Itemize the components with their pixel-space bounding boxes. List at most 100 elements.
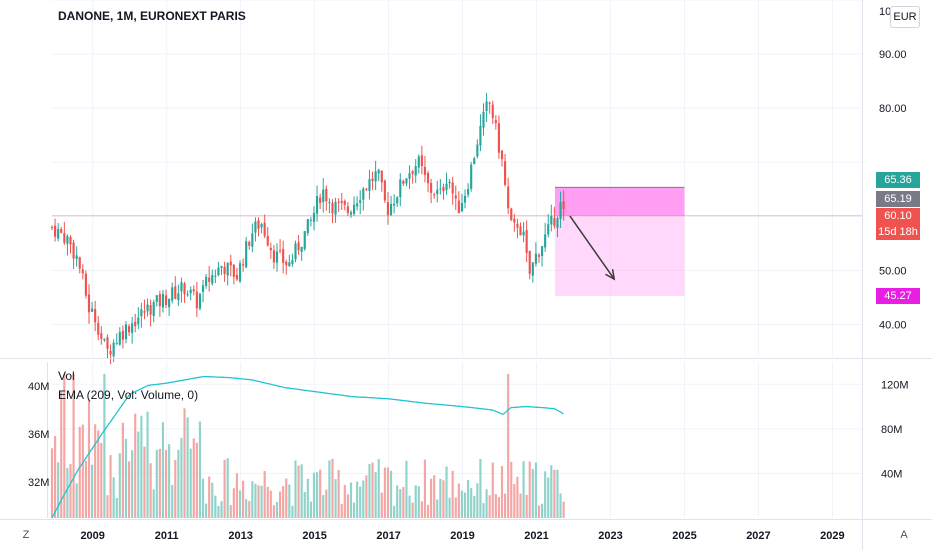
candle-body xyxy=(559,202,562,220)
volume-bar xyxy=(266,486,269,518)
candle-body xyxy=(158,294,161,307)
volume-bars xyxy=(50,374,565,518)
time-tick-label: 2021 xyxy=(524,530,548,542)
volume-bar xyxy=(220,501,223,518)
currency-button[interactable]: EUR xyxy=(890,6,920,28)
candlestick-series xyxy=(50,92,565,365)
candle-body xyxy=(396,197,399,204)
candle-body xyxy=(211,275,214,284)
volume-bar xyxy=(223,459,226,518)
candle-body xyxy=(519,226,522,236)
volume-bar xyxy=(430,478,433,518)
volume-bar xyxy=(248,501,251,518)
volume-bar xyxy=(171,484,174,518)
candle-body xyxy=(430,182,433,193)
candle-body xyxy=(245,241,248,268)
volume-bar xyxy=(343,484,346,518)
volume-bar xyxy=(106,495,109,518)
volume-right-tick-label: 40M xyxy=(881,468,902,480)
candle-body xyxy=(269,247,272,251)
candle-body xyxy=(399,179,402,198)
candle-body xyxy=(356,203,359,207)
volume-bar xyxy=(423,459,427,518)
candle-body xyxy=(328,202,331,204)
volume-bar xyxy=(420,501,423,518)
volume-bar xyxy=(164,449,168,518)
candle-body xyxy=(124,324,128,340)
volume-bar xyxy=(497,497,500,518)
candle-body xyxy=(377,169,380,174)
candle-body xyxy=(374,171,377,182)
volume-bar xyxy=(115,498,118,518)
price-tick-label: 40.00 xyxy=(879,320,907,332)
volume-bar xyxy=(448,497,451,518)
candle-body xyxy=(343,200,346,205)
time-tick-label: 2029 xyxy=(820,530,844,542)
volume-bar xyxy=(279,491,282,518)
volume-bar xyxy=(516,476,519,518)
volume-bar xyxy=(78,426,81,518)
volume-bar xyxy=(272,505,275,518)
candle-body xyxy=(60,229,63,233)
candle-body xyxy=(109,350,112,355)
candle-body xyxy=(81,269,84,274)
candle-body xyxy=(362,188,365,200)
volume-bar xyxy=(383,467,386,518)
last-price-badge: 60.10 15d 18h xyxy=(876,207,920,240)
volume-bar xyxy=(426,504,430,518)
volume-bar xyxy=(491,462,494,518)
last-price-value: 60.10 xyxy=(884,209,912,222)
candle-body xyxy=(137,317,140,325)
projection-box[interactable] xyxy=(52,186,862,297)
volume-bar xyxy=(389,470,393,518)
candle-body xyxy=(507,186,510,209)
volume-bar xyxy=(149,463,152,518)
candle-body xyxy=(488,102,491,104)
candle-body xyxy=(544,234,547,248)
volume-bar xyxy=(417,486,420,518)
candle-body xyxy=(285,261,288,266)
candle-body xyxy=(346,206,349,214)
candle-body xyxy=(528,250,531,274)
candle-body xyxy=(463,195,467,203)
candle-body xyxy=(131,323,134,333)
ema-legend: EMA (209, Vol: Volume, 0) xyxy=(58,388,199,402)
volume-bar xyxy=(315,472,319,518)
projection-arrow xyxy=(569,215,615,280)
candle-body xyxy=(417,156,420,168)
candle-body xyxy=(537,254,541,257)
candle-body xyxy=(69,236,72,245)
volume-bar xyxy=(118,453,121,518)
candle-body xyxy=(279,250,282,252)
volume-bar xyxy=(386,467,390,518)
auto-scale-left-button[interactable]: Z xyxy=(22,529,30,541)
volume-bar xyxy=(168,444,171,518)
volume-bar xyxy=(319,469,322,518)
time-tick-label: 2027 xyxy=(746,530,770,542)
candle-body xyxy=(352,204,356,214)
volume-bar xyxy=(229,505,232,518)
projection-target-zone xyxy=(555,187,685,216)
volume-bar xyxy=(460,490,464,518)
candle-body xyxy=(349,212,353,215)
volume-bar xyxy=(513,483,516,518)
candle-body xyxy=(485,101,488,112)
candle-body xyxy=(171,287,174,301)
candle-body xyxy=(426,172,430,184)
volume-bar xyxy=(137,431,140,518)
candle-body xyxy=(405,178,408,184)
auto-scale-right-button[interactable]: A xyxy=(900,529,908,541)
candle-body xyxy=(315,195,319,214)
volume-bar xyxy=(198,421,202,518)
volume-bar xyxy=(402,486,405,518)
volume-bar xyxy=(297,465,300,518)
candle-body xyxy=(63,233,66,243)
candle-body xyxy=(460,203,464,212)
volume-bar xyxy=(479,458,482,518)
candle-body xyxy=(510,208,513,221)
volume-bar xyxy=(63,374,66,518)
volume-bar xyxy=(72,374,75,518)
candle-body xyxy=(257,220,260,229)
candle-body xyxy=(155,295,158,302)
